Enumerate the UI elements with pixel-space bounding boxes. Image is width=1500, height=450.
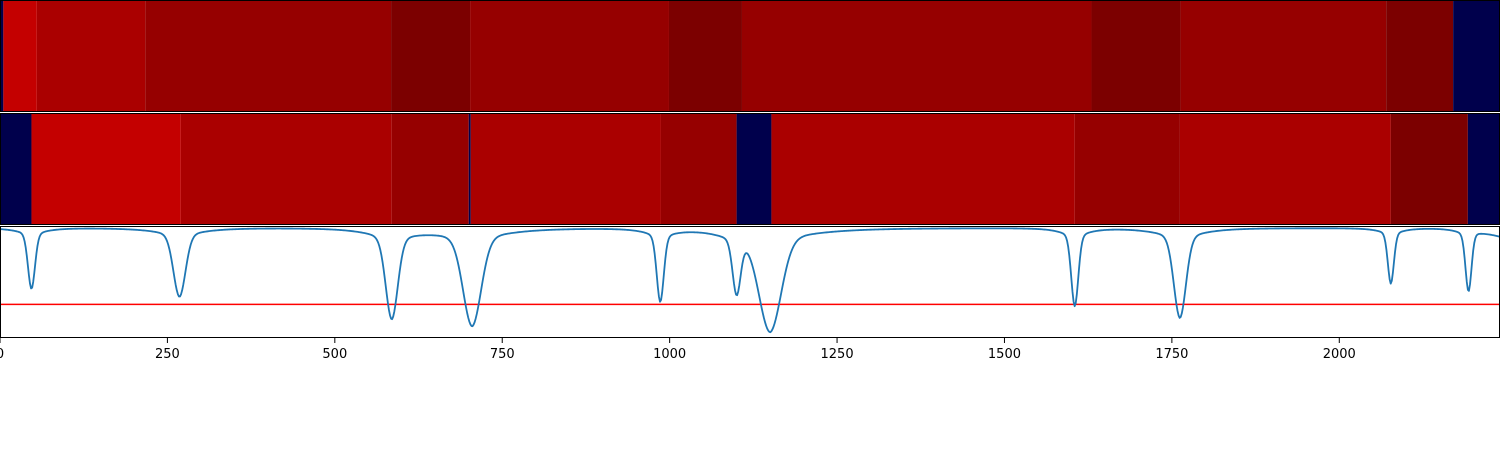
line-panel — [0, 227, 1500, 334]
series-line-0 — [0, 227, 1500, 334]
heatmap-top-segment-5 — [470, 0, 669, 112]
heatmap-top-segment-9 — [1180, 0, 1387, 112]
heatmap-bottom-segment-1 — [31, 113, 181, 225]
heatmap-bottom-segment-10 — [1179, 113, 1391, 225]
heatmap-top-segment-6 — [668, 0, 742, 112]
heatmap-bottom-segment-3 — [391, 113, 469, 225]
heatmap-bottom-segment-4 — [468, 113, 471, 225]
x-tick-label-7: 1750 — [1155, 347, 1188, 362]
panel-frame-2 — [0, 226, 1500, 338]
x-tick-label-3: 750 — [490, 347, 515, 362]
x-tick-label-0: 0 — [0, 347, 4, 362]
x-tick-label-5: 1250 — [821, 347, 854, 362]
heatmap-top-segment-10 — [1386, 0, 1454, 112]
heatmap-bottom-segment-11 — [1390, 113, 1468, 225]
x-tick-label-4: 1000 — [653, 347, 686, 362]
heatmap-bottom-segment-2 — [180, 113, 392, 225]
heatmap-bottom-segment-7 — [736, 113, 772, 225]
heatmap-top-segment-8 — [1091, 0, 1181, 112]
heatmap-top-segment-4 — [391, 0, 471, 112]
x-tick-label-8: 2000 — [1323, 347, 1356, 362]
x-tick-label-1: 250 — [155, 347, 180, 362]
heatmap-top-segment-0 — [0, 0, 4, 112]
heatmap-top-segment-2 — [36, 0, 146, 112]
heatmap-top-segment-3 — [145, 0, 392, 112]
heatmap-bottom-segment-5 — [470, 113, 661, 225]
x-tick-label-2: 500 — [322, 347, 347, 362]
x-axis: 0 250 500 750 1000 1250 1500 1750 2000 — [0, 338, 1356, 362]
heatmap-top-segment-1 — [3, 0, 37, 112]
x-tick-label-6: 1500 — [988, 347, 1021, 362]
heatmap-bottom-segment-8 — [771, 113, 1075, 225]
heatmap-bottom-segment-0 — [0, 113, 32, 225]
heatmap-top-segment-11 — [1453, 0, 1500, 112]
heatmap-top — [0, 0, 1500, 112]
heatmap-bottom-segment-12 — [1467, 113, 1500, 225]
heatmap-top-segment-7 — [741, 0, 1092, 112]
heatmap-bottom-segment-9 — [1074, 113, 1180, 225]
heatmap-bottom — [0, 113, 1500, 225]
heatmap-bottom-segment-6 — [660, 113, 737, 225]
